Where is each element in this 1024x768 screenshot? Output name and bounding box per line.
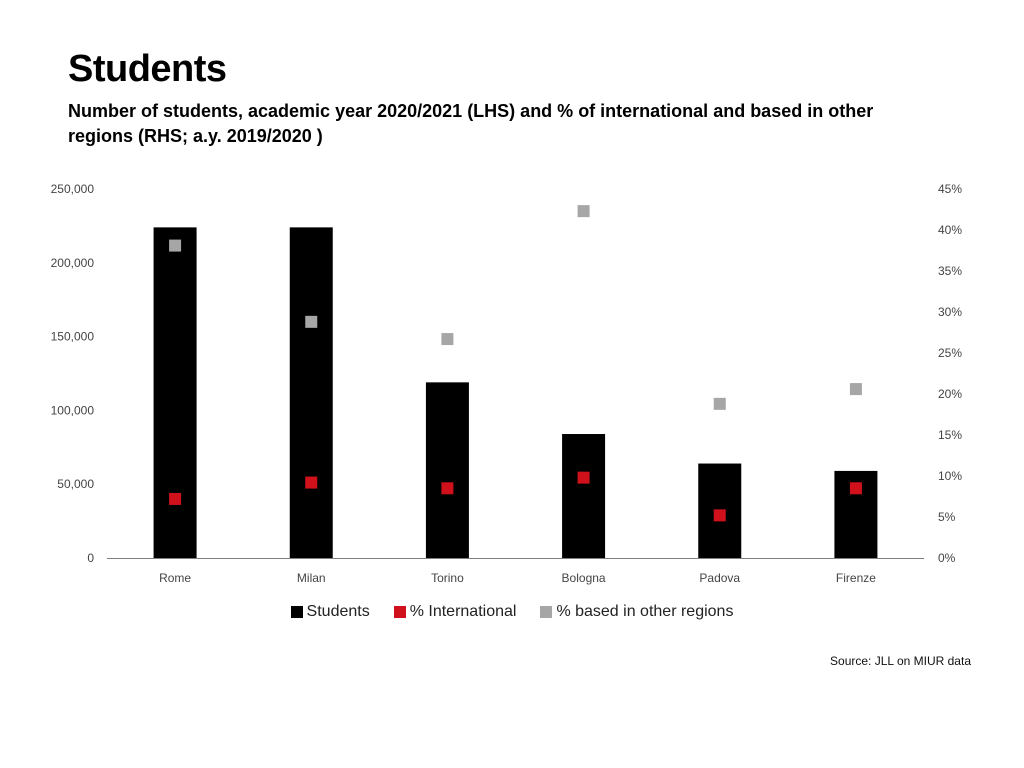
- bar-students-milan: [289, 227, 333, 558]
- students-chart: 0 50,000 100,000 150,000 200,000 250,000 0% 5% 1…: [51, 182, 963, 585]
- point-other-regions-padova: [713, 397, 726, 410]
- y-left-tick-label: 250,000: [51, 182, 95, 196]
- bar-students-torino: [425, 382, 469, 558]
- source-note: Source: JLL on MIUR data: [830, 654, 971, 668]
- bar-students-bologna: [562, 434, 606, 558]
- y-right-tick-label: 5%: [938, 510, 956, 524]
- y-right-tick-label: 30%: [938, 305, 962, 319]
- point-international-padova: [713, 509, 726, 522]
- legend-label-other-regions: % based in other regions: [556, 603, 734, 620]
- y-right-tick-label: 0%: [938, 551, 956, 565]
- x-tick-label: Rome: [159, 571, 191, 585]
- y-left-tick-label: 50,000: [57, 477, 94, 491]
- chart-legend: Students % International % based in othe…: [0, 603, 1024, 621]
- legend-swatch-international: [393, 606, 406, 618]
- y-right-tick-label: 25%: [938, 346, 962, 360]
- point-other-regions-firenze: [849, 383, 862, 396]
- x-tick-label: Bologna: [562, 571, 606, 585]
- y-left-tick-label: 200,000: [51, 256, 95, 270]
- y-right-tick-label: 35%: [938, 264, 962, 278]
- x-tick-label: Padova: [699, 571, 740, 585]
- point-international-firenze: [849, 482, 862, 495]
- x-tick-label: Firenze: [836, 571, 876, 585]
- legend-item-international: % International: [393, 603, 517, 621]
- legend-swatch-students: [290, 606, 303, 618]
- y-right-tick-label: 10%: [938, 469, 962, 483]
- legend-item-students: Students: [290, 603, 370, 621]
- point-international-rome: [169, 492, 182, 505]
- point-international-bologna: [577, 471, 590, 484]
- y-right-tick-label: 40%: [938, 223, 962, 237]
- chart-title: Students: [68, 48, 227, 90]
- y-left-tick-label: 100,000: [51, 403, 95, 417]
- bar-students-rome: [153, 227, 197, 558]
- y-left-tick-label: 0: [87, 551, 94, 565]
- point-international-torino: [441, 482, 454, 495]
- y-right-tick-label: 15%: [938, 428, 962, 442]
- legend-label-students: Students: [306, 603, 370, 620]
- x-tick-label: Milan: [297, 571, 326, 585]
- legend-swatch-other-regions: [540, 606, 553, 618]
- legend-label-international: % International: [409, 603, 517, 620]
- point-other-regions-rome: [169, 239, 182, 252]
- legend-item-other-regions: % based in other regions: [540, 603, 733, 621]
- point-other-regions-torino: [441, 333, 454, 346]
- x-tick-label: Torino: [431, 571, 464, 585]
- point-international-milan: [305, 476, 318, 489]
- y-left-tick-label: 150,000: [51, 330, 95, 344]
- point-other-regions-bologna: [577, 205, 590, 218]
- y-right-tick-label: 20%: [938, 387, 962, 401]
- point-other-regions-milan: [305, 315, 318, 328]
- y-right-tick-label: 45%: [938, 182, 962, 196]
- chart-subtitle: Number of students, academic year 2020/2…: [68, 101, 874, 146]
